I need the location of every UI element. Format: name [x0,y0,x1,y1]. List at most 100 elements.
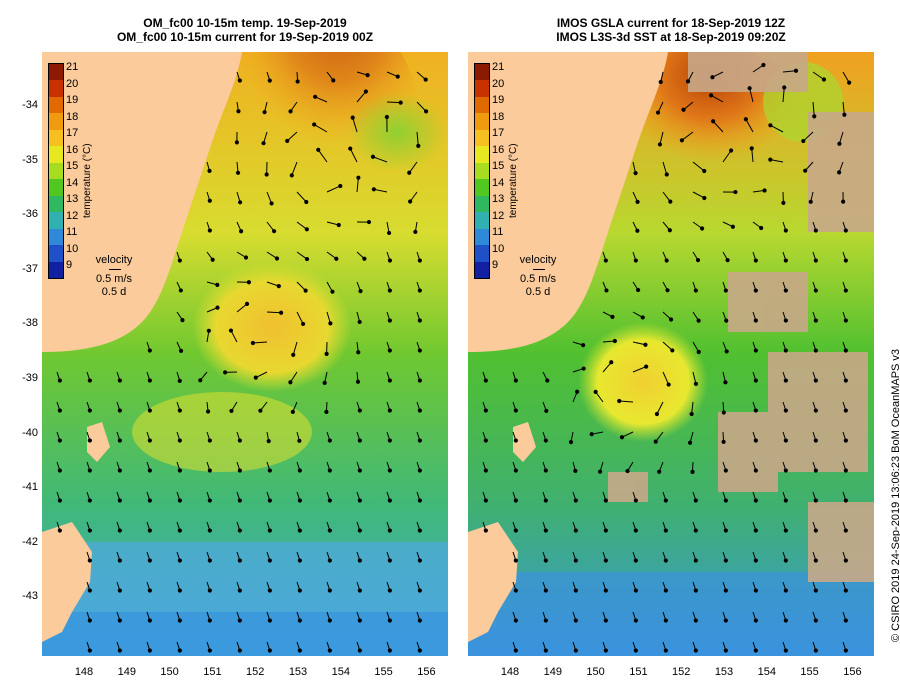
flinders-island [513,422,536,462]
current-arrow-head [768,123,773,128]
current-arrow-head [180,317,185,323]
current-arrow-head [668,317,674,322]
current-arrow-head [423,109,429,114]
current-arrow [313,124,328,133]
current-arrow [252,341,268,344]
current-arrow-head [291,352,296,357]
current-arrow-head [702,168,707,174]
current-arrow-head [843,618,848,623]
current-arrow-head [813,258,818,263]
current-arrow-head [87,648,92,653]
current-arrow-head [229,408,234,414]
current-arrow-head [207,528,212,533]
current-arrow-head [178,288,183,293]
current-arrow-head [357,558,362,563]
current-arrow-head [177,588,182,593]
tasmania-land [42,522,92,642]
current-arrow [812,71,825,80]
longitude-label: 155 [800,666,819,678]
current-arrow [352,117,358,133]
current-arrow-head [813,288,818,293]
current-arrow-head [543,558,548,563]
current-arrow-head [753,348,758,353]
current-arrow-head [235,170,241,175]
current-arrow-head [603,258,608,263]
longitude-label: 148 [500,666,520,678]
current-arrow-head [244,301,250,306]
current-arrow-head [753,378,758,383]
current-arrow-head [266,439,271,444]
current-arrow-head [327,648,332,653]
current-arrow-head [603,618,608,623]
current-arrow-head [387,438,392,443]
current-arrow-head [207,438,212,443]
current-arrow-head [847,80,852,85]
current-arrow-head [573,528,578,533]
longitude-label: 156 [843,666,862,678]
latitude-label: -43 [22,590,38,603]
left-temperature-map[interactable] [42,52,448,656]
current-arrow-head [573,588,578,593]
current-arrow-head [387,528,392,533]
colorbar-tick-label: 18 [66,110,79,123]
warm-eddy [578,322,708,442]
current-arrow-head [407,170,412,175]
current-arrow-head [617,398,622,404]
current-arrow-head [690,469,695,474]
current-arrow-head [117,378,122,383]
current-arrow-head [783,228,788,233]
current-arrow [408,161,418,174]
current-arrow-head [633,498,638,503]
right-title-line2: IMOS L3S-3d SST at 18-Sep-2019 09:20Z [556,30,786,44]
current-arrow-head [117,498,122,503]
current-arrow-head [513,618,518,623]
current-arrow-head [312,122,317,127]
current-arrow-head [813,318,818,323]
current-arrow-head [821,77,827,82]
current-arrow-head [177,528,182,533]
colorbar-tick-label: 11 [66,226,78,238]
right-sst-map[interactable] [468,52,874,656]
southern-deep-band [42,612,448,656]
current-arrow-head [612,338,617,344]
current-arrow-head [246,280,251,285]
current-arrow-head [87,498,92,503]
current-arrow-head [387,618,392,623]
colorbar-swatch [475,80,489,97]
current-arrow [662,371,670,385]
current-arrow-head [753,288,758,293]
current-arrow-head [753,528,758,533]
current-arrow-head [356,175,361,180]
current-arrow-head [327,528,332,533]
current-arrow-head [237,558,242,563]
current-arrow-head [313,94,318,99]
current-arrow-head [276,284,281,289]
current-arrow-head [207,588,212,593]
current-arrow-head [57,468,62,473]
current-arrow-head [357,648,362,653]
current-arrow-head [633,528,638,533]
current-arrow-head [843,228,848,233]
current-arrow-head [783,558,788,563]
left-title-line2: OM_fc00 10-15m current for 19-Sep-2019 0… [116,30,374,44]
current-arrow-head [761,62,766,68]
current-arrow-head [783,588,788,593]
colorbar-tick-label: 14 [492,176,505,189]
current-arrow-head [57,438,62,443]
current-arrow-head [356,350,361,355]
current-arrow-head [603,498,608,503]
current-arrow [230,330,238,343]
current-arrow-head [387,288,392,293]
current-arrow-head [687,440,693,445]
current-arrow-head [334,256,339,261]
current-arrow-head [670,348,675,353]
current-arrow-head [573,558,578,563]
current-arrow-head [297,648,302,653]
longitude-label: 156 [417,666,436,678]
current-arrow [722,150,732,163]
current-arrow-head [685,79,691,84]
current-arrow-head [604,288,609,293]
current-arrow-head [417,648,422,653]
current-arrow [349,148,358,163]
current-arrow-head [543,438,548,443]
